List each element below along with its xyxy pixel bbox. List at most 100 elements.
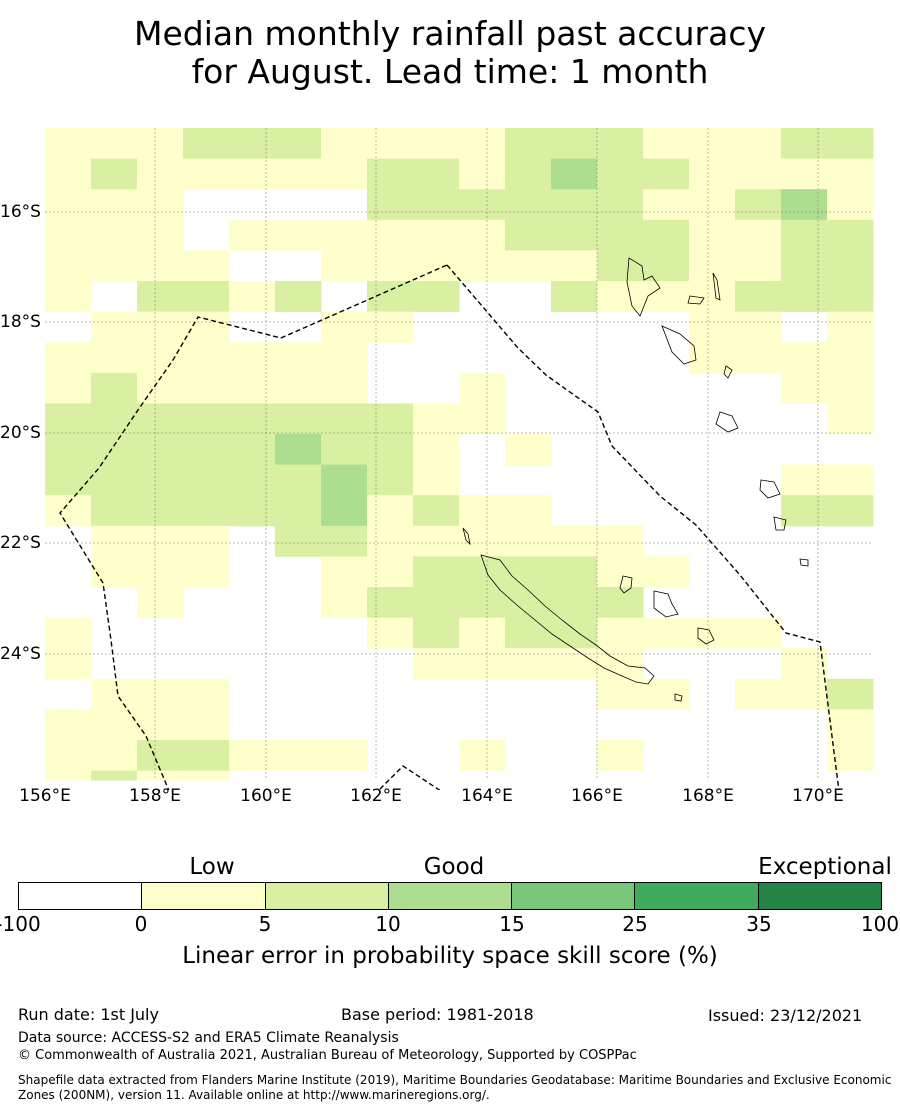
skill-cell [137, 740, 184, 772]
skill-cell [689, 158, 736, 190]
base-period: Base period: 1981-2018 [341, 1005, 534, 1024]
skill-cell [91, 128, 138, 160]
skill-cell [45, 128, 92, 160]
skill-cell [459, 525, 506, 557]
colorbar-tick: 25 [622, 912, 648, 936]
skill-cell [827, 342, 874, 374]
skill-cell [183, 403, 230, 435]
lat-tick-16: 16°S [0, 202, 41, 222]
mare [697, 627, 715, 645]
skill-cell [827, 281, 874, 313]
skill-cell [505, 525, 552, 557]
skill-cell [827, 250, 874, 282]
skill-cell [321, 525, 368, 557]
skill-cell [91, 250, 138, 282]
skill-cell [459, 250, 506, 282]
skill-cell [137, 525, 184, 557]
skill-cell [275, 495, 322, 527]
skill-cell [137, 556, 184, 588]
skill-cell [413, 281, 460, 313]
skill-cell [413, 189, 460, 221]
skill-cells [45, 128, 874, 781]
eez-boundary [59, 264, 840, 790]
skill-cell [45, 281, 92, 313]
skill-cell [413, 556, 460, 588]
skill-cell [183, 770, 230, 781]
colorbar-label: Linear error in probability space skill … [182, 943, 718, 969]
skill-cell [275, 372, 322, 404]
skill-cell [735, 128, 782, 160]
shepherd-islands [723, 365, 733, 379]
skill-cell [91, 403, 138, 435]
run-date: Run date: 1st July [18, 1005, 159, 1024]
data-source: Data source: ACCESS-S2 and ERA5 Climate … [18, 1030, 399, 1046]
skill-cell [413, 158, 460, 190]
skill-cell [45, 250, 92, 282]
colorbar-tick: 0 [134, 912, 148, 936]
skill-cell [551, 219, 598, 251]
colorbar [18, 882, 882, 910]
lat-tick-18: 18°S [0, 312, 41, 332]
skill-cell [321, 342, 368, 374]
skill-cell [183, 434, 230, 466]
colorbar-segment [512, 883, 636, 909]
skill-cell [827, 128, 874, 160]
skill-cell [735, 342, 782, 374]
lon-tick-162: 162°E [350, 786, 402, 806]
skill-cell [367, 189, 414, 221]
skill-cell [275, 342, 322, 374]
skill-cell [137, 311, 184, 343]
skill-cell [137, 678, 184, 710]
skill-cell [781, 678, 828, 710]
skill-cell [413, 617, 460, 649]
skill-cell [505, 189, 552, 221]
skill-cell [275, 403, 322, 435]
skill-cell [45, 464, 92, 496]
skill-cell [229, 434, 276, 466]
skill-cell [45, 495, 92, 527]
skill-cell [137, 587, 184, 619]
skill-cell [413, 587, 460, 619]
lon-tick-168: 168°E [682, 786, 734, 806]
skill-cell [91, 525, 138, 557]
skill-cell [505, 250, 552, 282]
skill-cell [551, 189, 598, 221]
skill-cell [91, 678, 138, 710]
lat-tick-20: 20°S [0, 423, 41, 443]
skill-cell [229, 740, 276, 772]
skill-cell [551, 128, 598, 160]
skill-cell [137, 250, 184, 282]
skill-cell [827, 495, 874, 527]
lon-tick-164: 164°E [461, 786, 513, 806]
skill-cell [689, 281, 736, 313]
skill-cell [551, 587, 598, 619]
skill-cell [689, 342, 736, 374]
skill-cell [459, 219, 506, 251]
skill-cell [551, 648, 598, 680]
isle-of-pines [674, 693, 683, 702]
espiritu-santo [626, 257, 661, 317]
skill-cell [643, 678, 690, 710]
skill-cell [45, 189, 92, 221]
skill-cell [505, 617, 552, 649]
skill-cell [827, 709, 874, 741]
skill-cell [275, 158, 322, 190]
skill-cell [321, 311, 368, 343]
colorbar-tick: 15 [499, 912, 525, 936]
skill-cell [367, 158, 414, 190]
lat-tick-22: 22°S [0, 533, 41, 553]
skill-cell [183, 342, 230, 374]
skill-cell [505, 587, 552, 619]
lon-tick-166: 166°E [571, 786, 623, 806]
skill-cell [781, 189, 828, 221]
skill-cell [689, 189, 736, 221]
skill-cell [505, 495, 552, 527]
skill-cell [413, 525, 460, 557]
lon-tick-170: 170°E [792, 786, 844, 806]
skill-cell [321, 464, 368, 496]
skill-cell [413, 128, 460, 160]
skill-cell [229, 342, 276, 374]
ouvea [619, 575, 633, 594]
graticule [45, 128, 873, 780]
skill-cell [321, 403, 368, 435]
